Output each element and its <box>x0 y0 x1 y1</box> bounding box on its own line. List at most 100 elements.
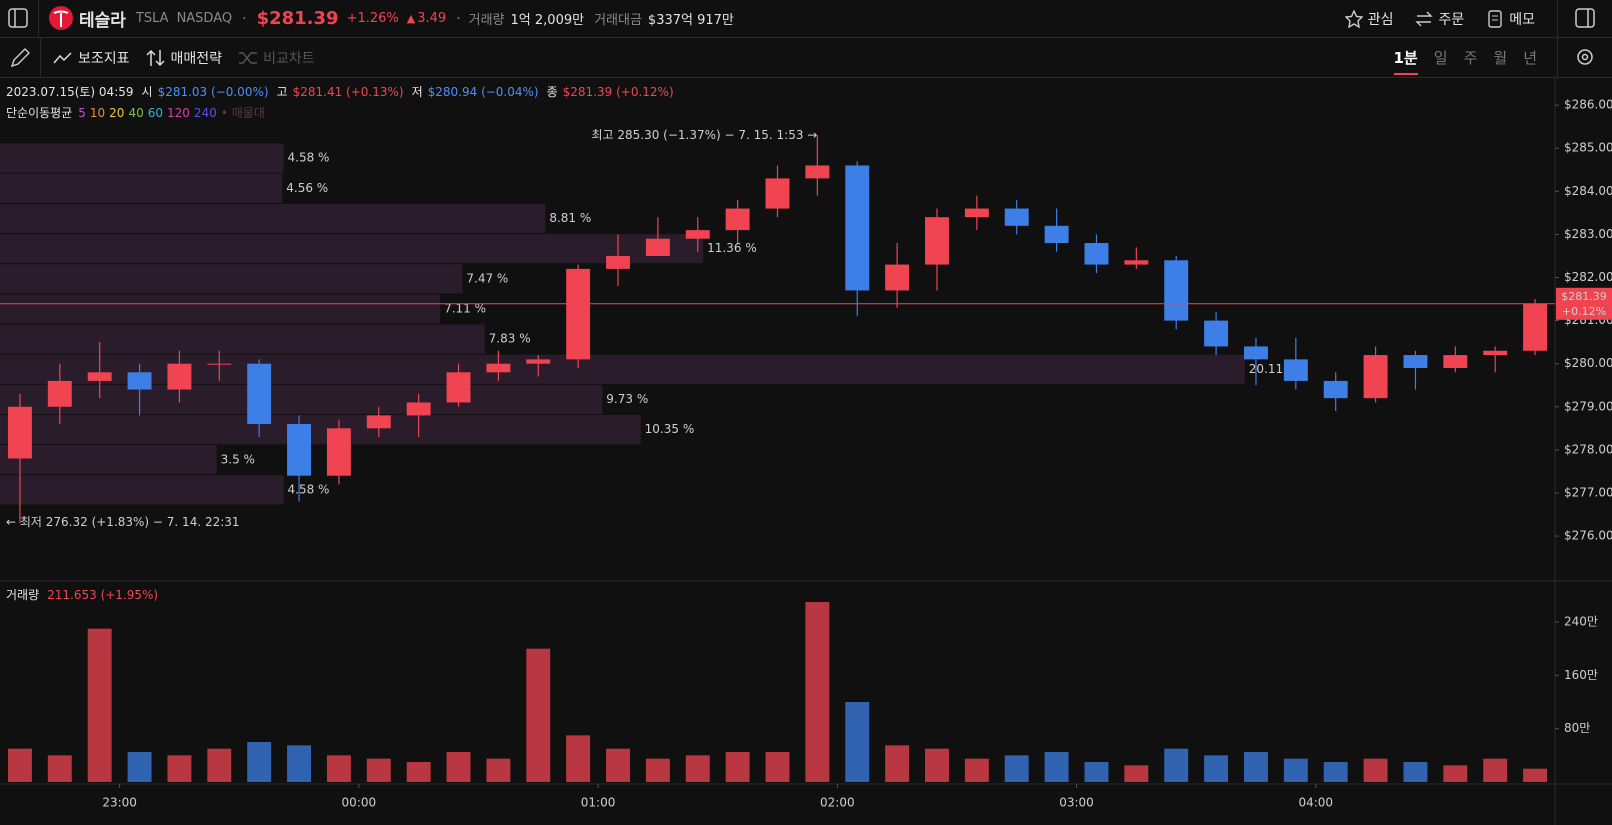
draw-tool[interactable] <box>0 38 40 77</box>
volume-title: 거래량 211.653 (+1.95%) <box>6 588 158 602</box>
candle-body <box>964 208 989 218</box>
compare-button[interactable]: 비교차트 <box>238 48 315 68</box>
volume-bar <box>526 648 551 782</box>
interval-tab[interactable]: 주 <box>1463 49 1478 67</box>
volume-profile-bar <box>0 324 485 354</box>
indicator-button[interactable]: 보조지표 <box>53 48 130 68</box>
volume-profile-bar <box>0 445 217 475</box>
candle-body <box>1044 225 1069 244</box>
candle-body <box>87 372 112 381</box>
volume-profile-bar <box>0 415 641 445</box>
ma-period: 120 <box>167 106 190 120</box>
candle-body <box>1523 303 1548 351</box>
y-tick-label: 80만 <box>1564 721 1590 735</box>
x-tick-label: 03:00 <box>1059 796 1094 810</box>
profile-label: 7.83 % <box>489 332 531 346</box>
volume-bar <box>685 755 710 782</box>
interval-tab[interactable]: 일 <box>1433 49 1448 67</box>
candle-body <box>207 363 232 365</box>
volume-bar <box>606 748 630 782</box>
amount-label: 거래대금 <box>594 13 642 28</box>
info-label: 종 <box>547 85 558 99</box>
up-arrow: ▲ <box>406 12 416 25</box>
candle-body <box>7 406 32 459</box>
volume-label: 거래량 <box>468 13 505 28</box>
volume-bar <box>326 755 351 782</box>
volume-bar <box>885 745 910 782</box>
volume-profile-bar <box>0 384 603 415</box>
amount: $337억 917만 <box>647 13 734 28</box>
volume-bar <box>167 755 192 782</box>
watch-label: 관심 <box>1367 11 1394 28</box>
low-annotation: ← 최저 276.32 (+1.83%) − 7. 14. 22:31 <box>6 515 240 529</box>
candle-body <box>406 402 431 416</box>
strategy-button[interactable]: 매매전략 <box>146 48 222 68</box>
candle-body <box>765 178 790 209</box>
candle-body <box>805 165 830 179</box>
volume-profile-bar <box>0 173 283 203</box>
candle-body <box>47 380 72 407</box>
volume-bar <box>845 702 870 782</box>
volume-bar <box>725 752 750 782</box>
ma-period: 10 <box>90 106 105 120</box>
y-tick-label: 240만 <box>1564 615 1598 629</box>
volume-bar <box>1084 762 1109 782</box>
panel-toggle[interactable] <box>1558 0 1612 37</box>
profile-label: 4.58 % <box>288 482 330 496</box>
y-tick-label: $284.00 <box>1564 184 1612 198</box>
info-value: $280.94 (−0.04%) <box>428 85 539 99</box>
last-price-box <box>1556 287 1612 320</box>
change-pct: +1.26% <box>346 11 399 26</box>
info-label: 저 <box>412 85 423 99</box>
interval-tab[interactable]: 년 <box>1523 49 1537 67</box>
ma-period: 240 <box>194 106 217 120</box>
toolbar: 보조지표 매매전략 비교차트 1분 일 주 월 년 <box>0 38 1612 78</box>
info-label: 고 <box>277 85 288 99</box>
volume-profile-bar <box>0 234 704 264</box>
y-tick-label: $285.00 <box>1564 141 1612 155</box>
settings[interactable] <box>1558 38 1612 77</box>
y-tick-label: $286.00 <box>1564 98 1612 112</box>
info-label: 시 <box>142 85 153 99</box>
volume-bar <box>247 742 272 782</box>
candle-body <box>446 372 471 403</box>
volume-bar <box>645 758 670 782</box>
volume-bar <box>406 762 431 782</box>
volume-bar <box>805 602 830 782</box>
candle-body <box>885 264 910 291</box>
interval-tabs: 1분 일 주 월 년 <box>1386 40 1546 75</box>
profile-label: 11.36 % <box>707 241 757 255</box>
volume-bar <box>1204 755 1229 782</box>
stock-name: 테슬라 <box>79 11 126 31</box>
ma-period: 5 <box>78 106 86 120</box>
candle-body <box>1363 355 1388 399</box>
volume-bar <box>207 748 232 782</box>
volume-bar <box>1483 758 1508 782</box>
volume-profile-bar <box>0 143 284 173</box>
volume-bar <box>566 735 591 782</box>
interval-tab[interactable]: 1분 <box>1393 47 1418 75</box>
interval-tab[interactable]: 월 <box>1493 49 1508 67</box>
candle-body <box>366 415 391 429</box>
profile-label: 8.81 % <box>549 211 591 225</box>
volume-bar <box>765 752 790 782</box>
volume-bar <box>1523 768 1548 782</box>
profile-label: 7.47 % <box>466 271 508 285</box>
volume-bar <box>964 758 989 782</box>
chart: 2023.07.15(토) 04:59 시 $281.03 (−0.00%) 고 $28… <box>0 78 1612 825</box>
candle-body <box>725 208 750 231</box>
watch-button[interactable]: 관심 <box>1344 9 1394 29</box>
volume-bar <box>366 758 391 782</box>
candle-body <box>1443 355 1468 368</box>
sidebar-toggle[interactable] <box>0 0 38 37</box>
y-tick-label: $279.00 <box>1564 399 1612 413</box>
volume-label: 거래량 <box>6 588 39 602</box>
info-value: $281.41 (+0.13%) <box>293 85 404 99</box>
candle-body <box>486 363 511 373</box>
memo-button[interactable]: 메모 <box>1486 9 1535 29</box>
candle-body <box>1204 320 1229 347</box>
volume-bar <box>1124 765 1149 782</box>
candle-body <box>1084 243 1109 265</box>
order-button[interactable]: 주문 <box>1415 9 1464 29</box>
volume-bar <box>1323 762 1348 782</box>
